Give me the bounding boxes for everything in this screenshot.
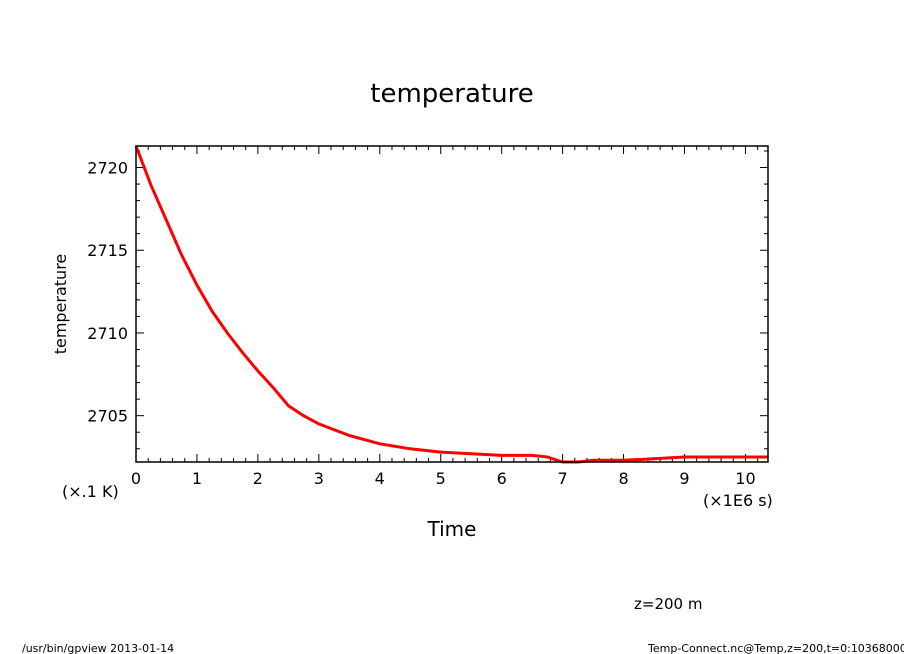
x-tick-label: 3 — [314, 469, 324, 488]
y-unit-label: (×.1 K) — [62, 482, 119, 501]
x-tick-label: 2 — [253, 469, 263, 488]
y-tick-label: 2715 — [87, 241, 128, 260]
footer-left: /usr/bin/gpview 2013-01-14 — [22, 642, 174, 654]
footer-right: Temp-Connect.nc@Temp,z=200,t=0:10368000 — [647, 642, 904, 654]
chart-title: temperature — [370, 79, 533, 109]
x-tick-label: 4 — [375, 469, 385, 488]
x-unit-label: (×1E6 s) — [703, 491, 773, 510]
y-axis-label: temperature — [51, 254, 70, 355]
temperature-series-line — [134, 145, 768, 464]
axis-ticks — [135, 146, 768, 462]
y-tick-label: 2705 — [87, 407, 128, 426]
x-tick-label: 8 — [618, 469, 628, 488]
x-tick-label: 7 — [558, 469, 568, 488]
plot-frame — [135, 145, 769, 463]
x-tick-label: 6 — [497, 469, 507, 488]
z-annotation: z=200 m — [634, 595, 702, 613]
x-tick-label: 10 — [735, 469, 755, 488]
x-tick-label: 9 — [679, 469, 689, 488]
x-tick-label: 1 — [192, 469, 202, 488]
x-tick-labels: 0 1 2 3 4 5 6 7 8 9 10 — [131, 469, 756, 488]
x-axis-label: Time — [427, 517, 477, 541]
y-tick-label: 2710 — [87, 324, 128, 343]
x-tick-label: 5 — [436, 469, 446, 488]
x-tick-label: 0 — [131, 469, 141, 488]
y-tick-labels: 2705 2710 2715 2720 — [87, 159, 128, 426]
y-tick-label: 2720 — [87, 159, 128, 178]
